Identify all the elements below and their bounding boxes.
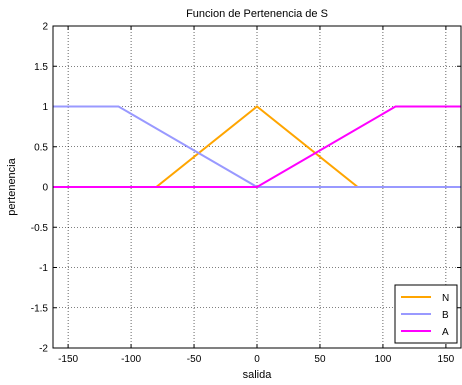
chart-title: Funcion de Pertenencia de S [186, 8, 328, 20]
y-tick-label: 2 [42, 22, 48, 33]
legend-label-a: A [442, 327, 449, 338]
series-line-b [53, 105, 461, 188]
x-axis-ticks: -150 -100 -50 0 50 100 150 [58, 26, 455, 365]
y-axis-label: pertenencia [6, 157, 18, 215]
y-tick-label: -1.5 [31, 303, 49, 314]
y-tick-label: 0 [42, 183, 48, 194]
x-tick-label: -100 [121, 354, 141, 365]
x-tick-label: -50 [187, 354, 202, 365]
y-tick-label: 0.5 [34, 142, 48, 153]
x-tick-label: 50 [314, 354, 326, 365]
series-line-a [53, 105, 461, 188]
x-tick-label: 100 [375, 354, 392, 365]
y-tick-label: -0.5 [31, 223, 49, 234]
legend-label-b: B [442, 310, 449, 321]
series-lines [53, 105, 461, 188]
y-tick-label: -1 [39, 263, 48, 274]
y-tick-label: 1 [42, 102, 48, 113]
legend-label-n: N [442, 293, 449, 304]
y-tick-label: -2 [39, 344, 48, 355]
x-axis-label: salida [243, 369, 273, 381]
y-tick-label: 1.5 [34, 62, 48, 73]
x-tick-label: 150 [438, 354, 455, 365]
plot-frame [52, 25, 462, 349]
x-tick-label: -150 [58, 354, 78, 365]
x-tick-label: 0 [254, 354, 260, 365]
legend: NBA [394, 284, 458, 344]
